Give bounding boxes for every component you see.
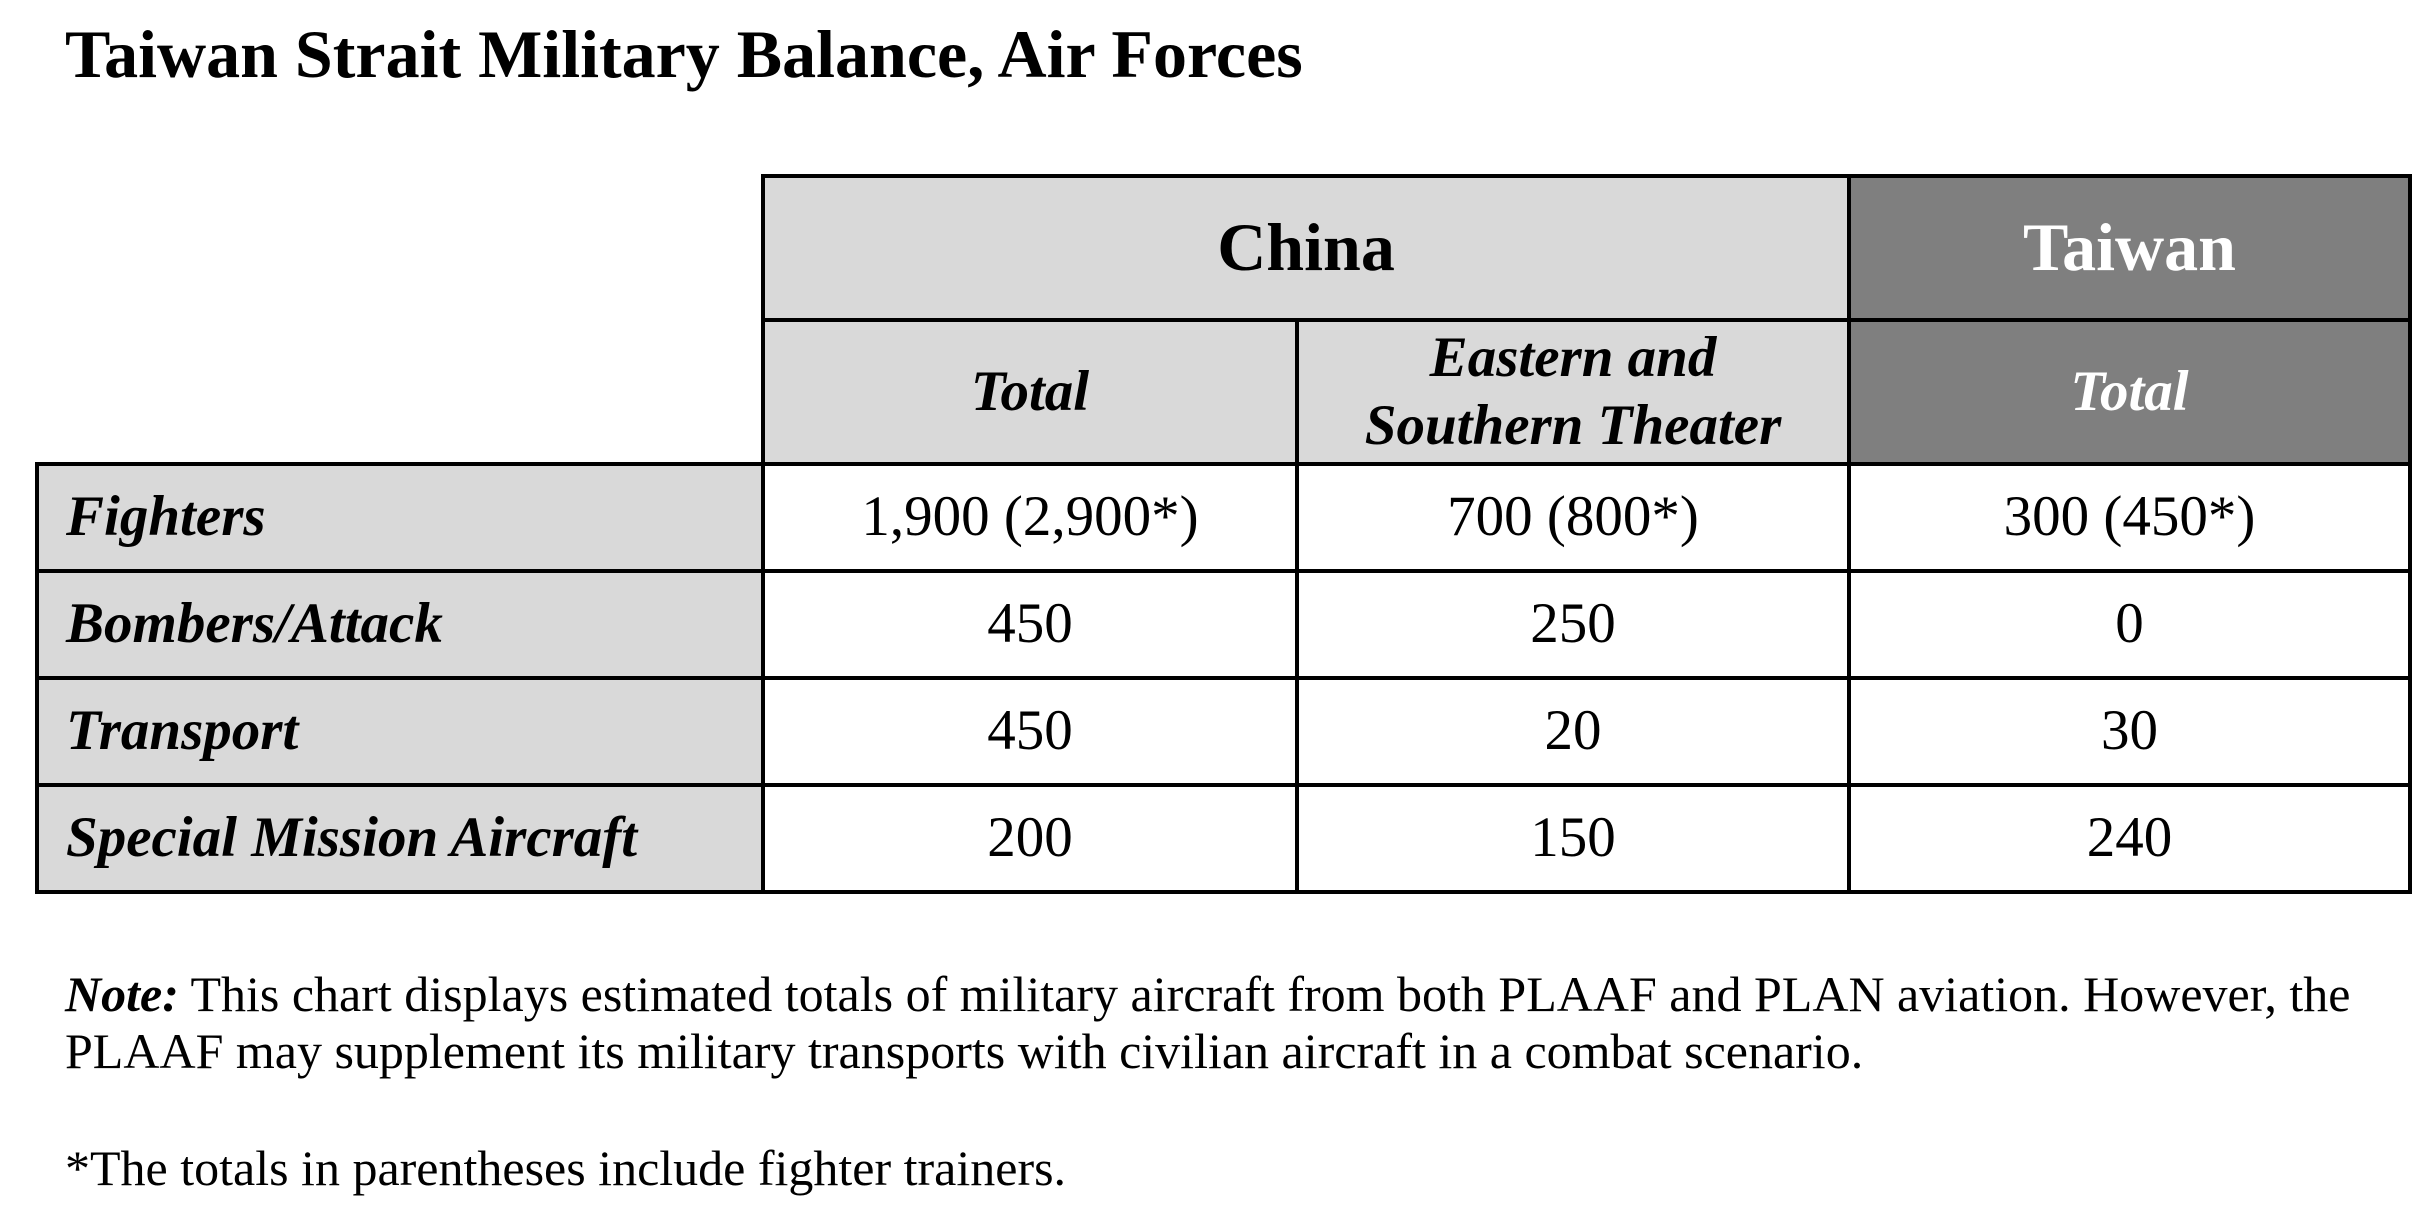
- table-row: Bombers/Attack 450 250 0: [35, 569, 2413, 680]
- group-header-row: China Taiwan: [37, 174, 2413, 322]
- china-total-cell: 1,900 (2,900*): [761, 462, 1299, 573]
- table-row: Special Mission Aircraft 200 150 240: [35, 783, 2413, 894]
- taiwan-total-header: Total: [1847, 318, 2413, 466]
- page-title: Taiwan Strait Military Balance, Air Forc…: [65, 16, 1303, 92]
- china-total-header: Total: [761, 318, 1299, 466]
- china-theater-cell: 700 (800*): [1294, 462, 1852, 573]
- taiwan-total-cell: 300 (450*): [1847, 462, 2413, 573]
- note-label: Note:: [65, 966, 179, 1022]
- taiwan-total-cell: 0: [1847, 569, 2413, 680]
- china-theater-cell: 20: [1294, 676, 1852, 787]
- row-label: Fighters: [35, 462, 765, 573]
- china-header: China: [760, 174, 1852, 322]
- china-total-cell: 450: [761, 569, 1299, 680]
- footnote: *The totals in parentheses include fight…: [65, 1140, 1067, 1196]
- china-theater-header: Eastern and Southern Theater: [1294, 318, 1852, 466]
- china-total-cell: 450: [761, 676, 1299, 787]
- china-theater-cell: 150: [1294, 783, 1852, 894]
- taiwan-header: Taiwan: [1847, 174, 2413, 322]
- table-row: Transport 450 20 30: [35, 676, 2413, 787]
- taiwan-total-cell: 240: [1847, 783, 2413, 894]
- note-text: This chart displays estimated totals of …: [65, 966, 2351, 1079]
- china-total-cell: 200: [761, 783, 1299, 894]
- sub-header-row: Total Eastern and Southern Theater Total: [37, 318, 2413, 466]
- taiwan-total-cell: 30: [1847, 676, 2413, 787]
- note-paragraph: Note: This chart displays estimated tota…: [65, 966, 2395, 1080]
- air-forces-table: China Taiwan Total Eastern and Southern …: [35, 174, 2413, 894]
- table-corner-blank: [37, 176, 763, 464]
- china-theater-cell: 250: [1294, 569, 1852, 680]
- row-label: Special Mission Aircraft: [35, 783, 765, 894]
- table-row: Fighters 1,900 (2,900*) 700 (800*) 300 (…: [35, 462, 2413, 573]
- china-theater-header-line1: Eastern and: [1429, 325, 1717, 389]
- row-label: Transport: [35, 676, 765, 787]
- china-theater-header-line2: Southern Theater: [1364, 394, 1782, 457]
- row-label: Bombers/Attack: [35, 569, 765, 680]
